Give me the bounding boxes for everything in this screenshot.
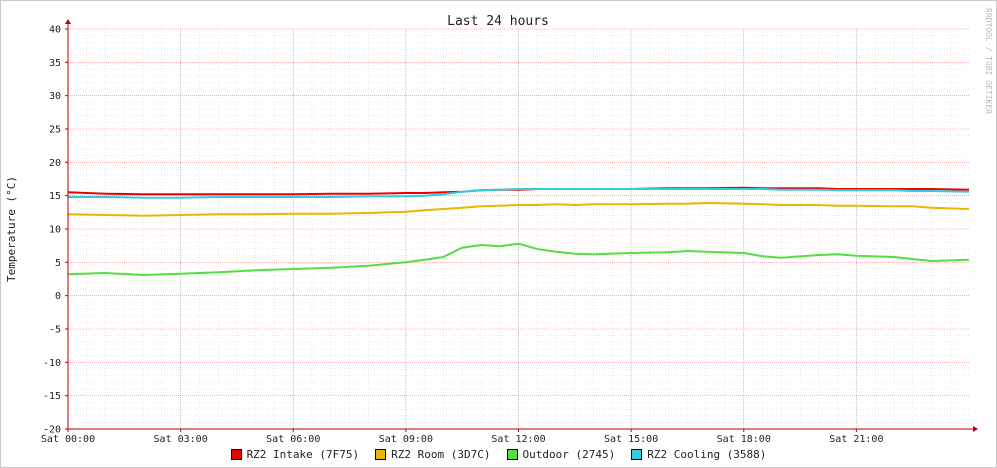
x-tick-label: Sat 00:00 <box>41 434 95 445</box>
legend-item: RZ2 Cooling (3588) <box>631 448 766 461</box>
x-axis-arrow <box>973 426 978 432</box>
rrdtool-watermark: RRDTOOL / TOBI OETIKER <box>984 8 993 114</box>
legend-item: RZ2 Intake (7F75) <box>230 447 360 461</box>
x-tick-label: Sat 12:00 <box>491 434 545 445</box>
x-tick-label: Sat 09:00 <box>379 434 433 445</box>
legend: RZ2 Intake (7F75) RZ2 Room (3D7C) Outdoor … <box>1 445 996 463</box>
y-tick-label: 5 <box>55 258 61 269</box>
x-tick-label: Sat 06:00 <box>266 434 320 445</box>
y-axis-arrow <box>65 19 71 24</box>
y-axis-label: Temperature (°C) <box>5 176 18 282</box>
y-tick-label: 30 <box>49 91 61 102</box>
y-tick-label: 10 <box>49 225 61 236</box>
series-line-2 <box>67 242 970 276</box>
y-tick-label: 40 <box>49 25 61 36</box>
series-line-3 <box>68 188 970 199</box>
grid <box>67 28 969 430</box>
legend-label: RZ2 Cooling (3588) <box>647 447 767 461</box>
x-tick-label: Sat 18:00 <box>717 434 771 445</box>
x-tick-label: Sat 15:00 <box>604 434 658 445</box>
legend-swatch <box>375 448 387 460</box>
y-tick-label: -5 <box>49 325 61 336</box>
series-line-1 <box>67 202 970 217</box>
legend-item: Outdoor (2745) <box>506 447 616 461</box>
y-tick-label: 25 <box>49 125 61 136</box>
y-tick-label: 20 <box>49 158 61 169</box>
legend-label: RZ2 Room (3D7C) <box>391 447 491 461</box>
y-tick-label: -10 <box>43 358 61 369</box>
y-tick-label: -20 <box>43 425 61 436</box>
x-tick-label: Sat 21:00 <box>829 434 883 445</box>
chart-title: Last 24 hours <box>447 14 549 29</box>
legend-swatch <box>631 448 643 460</box>
y-tick-label: 15 <box>49 191 61 202</box>
axes <box>65 19 978 432</box>
legend-item: RZ2 Room (3D7C) <box>375 447 491 461</box>
legend-swatch <box>506 448 518 460</box>
y-tick-label: 35 <box>49 58 61 69</box>
legend-label: Outdoor (2745) <box>522 447 616 461</box>
y-tick-label: 0 <box>55 291 61 302</box>
legend-swatch <box>230 448 242 460</box>
y-tick-label: -15 <box>43 391 61 402</box>
series-lines <box>67 186 970 276</box>
x-tick-label: Sat 03:00 <box>154 434 208 445</box>
legend-label: RZ2 Intake (7F75) <box>246 447 360 461</box>
